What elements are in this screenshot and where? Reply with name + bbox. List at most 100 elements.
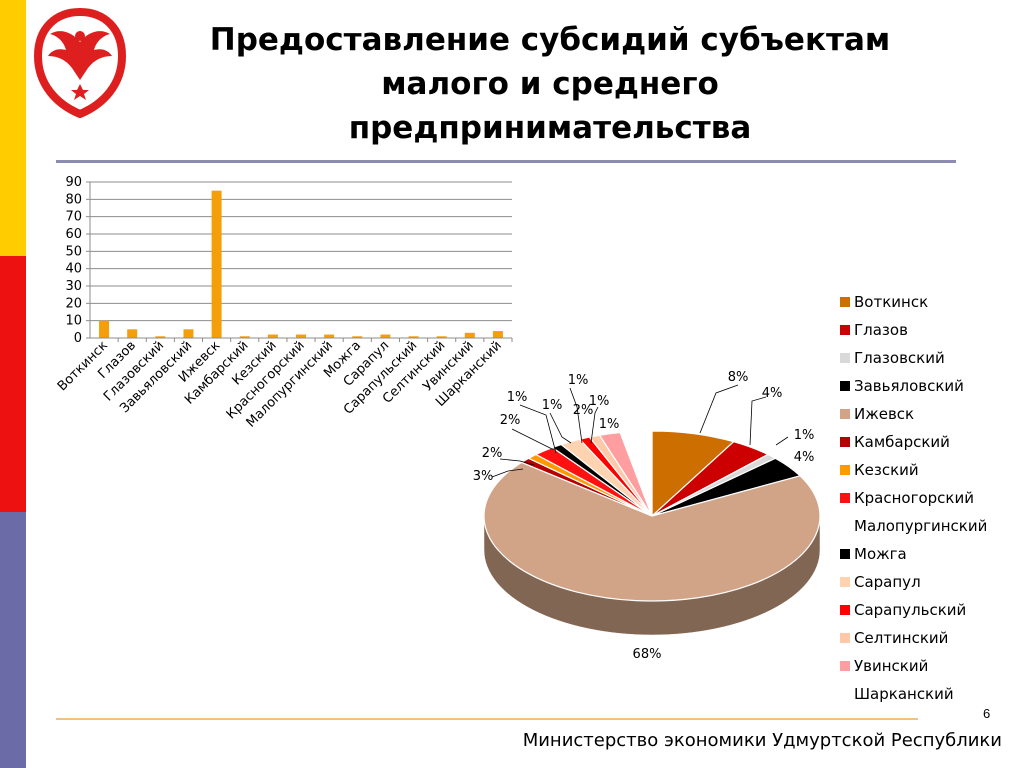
bar bbox=[99, 320, 110, 338]
pie-percent-label: 68% bbox=[633, 647, 662, 662]
pie-leader-line bbox=[499, 458, 535, 466]
legend-label: Глазов bbox=[854, 321, 908, 339]
pie-percent-label: 4% bbox=[762, 386, 783, 401]
pie-leader-line bbox=[749, 396, 767, 446]
legend-label: Завьяловский bbox=[854, 377, 964, 395]
legend-item: Сарапул bbox=[840, 568, 1020, 596]
pie-percent-label: 1% bbox=[542, 398, 563, 413]
legend-label: Можга bbox=[854, 545, 907, 563]
legend-label: Кезский bbox=[854, 461, 919, 479]
decor-stripe-yellow bbox=[0, 0, 26, 256]
pie-leader-line bbox=[699, 384, 739, 434]
bar bbox=[155, 336, 166, 338]
legend-item: Глазов bbox=[840, 316, 1020, 344]
legend-swatch bbox=[840, 661, 850, 671]
legend-swatch bbox=[840, 437, 850, 447]
y-tick-label: 20 bbox=[65, 296, 82, 311]
legend-swatch bbox=[840, 381, 850, 391]
legend-item: Камбарский bbox=[840, 428, 1020, 456]
legend-swatch bbox=[840, 297, 850, 307]
bar bbox=[436, 336, 447, 338]
legend-swatch bbox=[840, 689, 850, 699]
pie-leader-line bbox=[519, 404, 557, 454]
legend-item: Увинский bbox=[840, 652, 1020, 680]
pie-leader-line bbox=[549, 412, 572, 444]
bar bbox=[324, 334, 335, 338]
decor-stripe-blue bbox=[0, 512, 26, 768]
legend-swatch bbox=[840, 577, 850, 587]
pie-chart: 8%4%1%4%68%1%1%2%1%2%1%1%2%3% bbox=[473, 370, 821, 662]
legend-item: Можга bbox=[840, 540, 1020, 568]
legend-item: Шарканский bbox=[840, 680, 1020, 708]
pie-percent-label: 1% bbox=[794, 428, 815, 443]
legend-swatch bbox=[840, 465, 850, 475]
legend-item: Сарапульский bbox=[840, 596, 1020, 624]
legend-item: Селтинский bbox=[840, 624, 1020, 652]
y-tick-label: 0 bbox=[74, 331, 82, 346]
legend-item: Ижевск bbox=[840, 400, 1020, 428]
coat-of-arms-icon bbox=[33, 7, 127, 118]
pie-leader-line bbox=[590, 406, 599, 444]
legend-swatch bbox=[840, 353, 850, 363]
decor-stripe-red bbox=[0, 256, 26, 512]
y-tick-label: 30 bbox=[65, 279, 82, 294]
legend-label: Сарапул bbox=[854, 573, 921, 591]
bar bbox=[492, 331, 503, 338]
pie-percent-label: 4% bbox=[794, 450, 815, 465]
legend-label: Малопургинский bbox=[854, 517, 988, 535]
pie-percent-label: 8% bbox=[728, 370, 749, 385]
y-tick-label: 40 bbox=[65, 262, 82, 277]
legend-label: Ижевск bbox=[854, 405, 915, 423]
legend-label: Шарканский bbox=[854, 685, 954, 703]
legend-label: Красногорский bbox=[854, 489, 974, 507]
y-tick-label: 50 bbox=[65, 244, 82, 259]
legend-swatch bbox=[840, 521, 850, 531]
legend-swatch bbox=[840, 325, 850, 335]
bar bbox=[127, 329, 138, 338]
pie-percent-label: 3% bbox=[473, 469, 494, 484]
footer-divider bbox=[56, 718, 918, 720]
bar-chart: 0102030405060708090ВоткинскГлазовГлазовс… bbox=[55, 175, 513, 431]
legend-swatch bbox=[840, 605, 850, 615]
pie-legend: Воткинск Глазов Глазовский Завьяловский Ижев… bbox=[840, 288, 1020, 708]
pie-percent-label: 2% bbox=[482, 446, 503, 461]
legend-item: Малопургинский bbox=[840, 512, 1020, 540]
legend-label: Глазовский bbox=[854, 349, 945, 367]
pie-percent-label: 1% bbox=[599, 417, 620, 432]
legend-label: Воткинск bbox=[854, 293, 929, 311]
y-tick-label: 10 bbox=[65, 314, 82, 329]
pie-percent-label: 1% bbox=[589, 394, 610, 409]
legend-item: Глазовский bbox=[840, 344, 1020, 372]
bar bbox=[408, 336, 419, 338]
legend-item: Кезский bbox=[840, 456, 1020, 484]
slide-title: Предоставление субсидий субъектам малого… bbox=[209, 22, 891, 146]
bar bbox=[239, 336, 250, 338]
legend-label: Сарапульский bbox=[854, 601, 967, 619]
legend-swatch bbox=[840, 549, 850, 559]
legend-item: Воткинск bbox=[840, 288, 1020, 316]
bar bbox=[211, 190, 222, 338]
pie-percent-label: 1% bbox=[568, 373, 589, 388]
title-divider bbox=[56, 160, 956, 163]
bar bbox=[352, 336, 363, 338]
legend-swatch bbox=[840, 409, 850, 419]
pie-leader-line bbox=[511, 428, 562, 450]
legend-label: Селтинский bbox=[854, 629, 949, 647]
bar bbox=[464, 332, 475, 338]
pie-slice bbox=[483, 461, 821, 602]
footer-text: Министерство экономики Удмуртской Респуб… bbox=[522, 730, 1002, 751]
pie-slice bbox=[619, 430, 653, 517]
bar bbox=[183, 329, 194, 338]
y-tick-label: 70 bbox=[65, 210, 82, 225]
bar bbox=[380, 334, 391, 338]
pie-leader-line bbox=[569, 387, 583, 444]
legend-item: Красногорский bbox=[840, 484, 1020, 512]
pie-leader-line bbox=[775, 436, 789, 446]
pie-leader-line bbox=[491, 468, 524, 478]
legend-item: Завьяловский bbox=[840, 372, 1020, 400]
bar bbox=[267, 334, 278, 338]
bar bbox=[296, 334, 306, 338]
legend-swatch bbox=[840, 633, 850, 643]
pie-percent-label: 2% bbox=[500, 413, 521, 428]
slide-number: 6 bbox=[983, 706, 991, 721]
